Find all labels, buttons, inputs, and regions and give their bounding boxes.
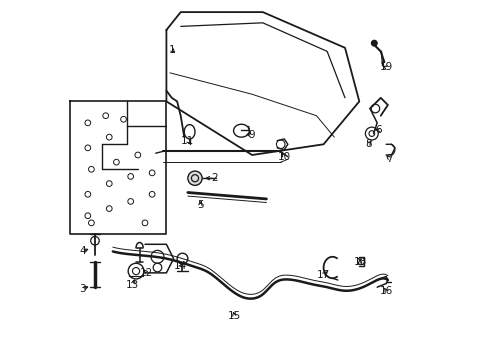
- Text: 7: 7: [386, 154, 393, 163]
- Text: 10: 10: [278, 152, 291, 162]
- Text: 8: 8: [365, 139, 371, 149]
- Text: 4: 4: [79, 247, 86, 256]
- Text: 6: 6: [376, 125, 382, 135]
- Text: 3: 3: [79, 284, 86, 294]
- Circle shape: [188, 171, 202, 185]
- Circle shape: [371, 40, 377, 46]
- Text: 1: 1: [169, 45, 175, 55]
- Text: 9: 9: [249, 130, 255, 140]
- Text: 18: 18: [353, 257, 367, 267]
- Text: 15: 15: [228, 311, 241, 321]
- Text: 17: 17: [317, 270, 330, 280]
- Text: 12: 12: [140, 268, 153, 278]
- Text: 11: 11: [181, 136, 195, 146]
- Text: 13: 13: [126, 280, 139, 291]
- Text: 14: 14: [174, 261, 187, 271]
- Text: 16: 16: [379, 286, 392, 296]
- Text: 5: 5: [197, 200, 204, 210]
- Text: 19: 19: [379, 63, 392, 72]
- Text: 2: 2: [211, 173, 218, 183]
